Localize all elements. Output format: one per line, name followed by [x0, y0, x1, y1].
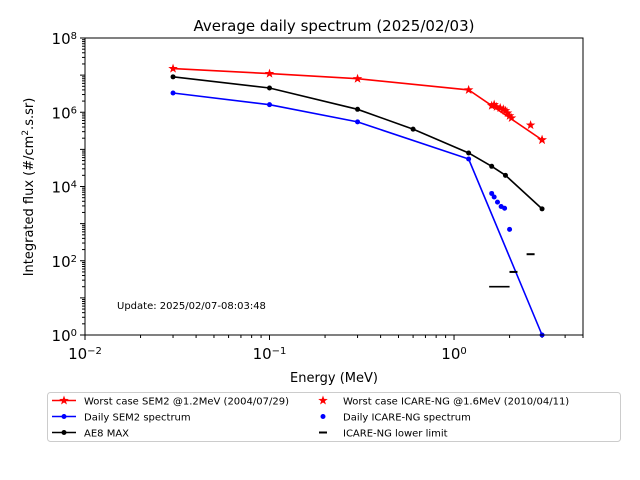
legend-marker — [318, 395, 328, 405]
y-axis-label-rest: .s.sr) — [22, 98, 37, 130]
data-point — [500, 105, 511, 115]
series-1 — [170, 90, 545, 338]
data-point — [502, 172, 508, 178]
y-tick-label-base: 10 — [52, 253, 71, 271]
legend-entry: AE8 MAX — [52, 429, 129, 440]
data-point — [489, 99, 499, 109]
chart-title: Average daily spectrum (2025/02/03) — [194, 17, 475, 35]
x-tick-label-exp: 0 — [460, 346, 466, 357]
x-axis-label: Energy (MeV) — [290, 371, 378, 386]
data-point — [502, 108, 513, 118]
x-tick-label-exp: −2 — [87, 346, 102, 357]
data-point — [355, 106, 361, 112]
data-point — [507, 226, 513, 232]
update-annotation: Update: 2025/02/07-08:03:48 — [117, 301, 266, 312]
x-tick-label: 10−1 — [253, 345, 287, 363]
legend-marker — [61, 414, 67, 419]
data-point — [498, 104, 509, 114]
legend-entry: Worst case SEM2 @1.2MeV (2004/07/29) — [52, 395, 289, 408]
data-point — [537, 134, 547, 144]
legend-marker — [61, 430, 67, 435]
plot-area — [168, 63, 547, 338]
series-4 — [489, 190, 513, 232]
x-tick-label-base: 10 — [253, 345, 272, 363]
series-2 — [170, 74, 545, 212]
data-point — [491, 101, 502, 111]
data-point — [410, 126, 416, 132]
legend-label: Worst case SEM2 @1.2MeV (2004/07/29) — [84, 397, 289, 408]
series-0 — [168, 63, 547, 144]
data-point — [267, 102, 273, 108]
legend-label: Worst case ICARE-NG @1.6MeV (2010/04/11) — [343, 397, 569, 408]
data-point — [170, 74, 176, 80]
y-tick-label-exp: 8 — [71, 31, 77, 42]
y-tick-label: 104 — [52, 179, 77, 197]
y-tick-label-base: 10 — [52, 179, 71, 197]
data-point — [489, 190, 495, 196]
data-point — [525, 120, 536, 130]
legend-label: Daily SEM2 spectrum — [84, 413, 191, 424]
y-tick-label: 102 — [52, 253, 77, 271]
data-point — [170, 90, 176, 96]
data-point — [352, 73, 363, 83]
series-line — [172, 76, 543, 210]
data-point — [168, 63, 178, 73]
data-point — [494, 199, 500, 205]
y-tick-label-exp: 2 — [71, 253, 77, 264]
y-tick-label-exp: 6 — [71, 105, 77, 116]
data-point — [491, 194, 497, 200]
data-point — [486, 100, 497, 110]
x-tick-label: 10−2 — [68, 345, 102, 363]
y-tick-label-exp: 0 — [71, 328, 77, 339]
data-point — [463, 84, 474, 94]
data-point — [489, 163, 495, 169]
y-tick-label: 108 — [52, 30, 77, 48]
y-tick-label: 106 — [52, 104, 77, 122]
data-point — [504, 110, 515, 120]
data-point — [466, 150, 472, 156]
y-tick-label-exp: 4 — [71, 179, 77, 190]
data-point — [502, 205, 508, 211]
legend-label: ICARE-NG lower limit — [343, 429, 448, 440]
data-point — [264, 68, 275, 78]
data-point — [267, 85, 273, 91]
y-axis-label-sup: 2 — [21, 130, 31, 136]
y-axis-label: Integrated flux (#/cm2.s.sr) — [21, 98, 37, 277]
series-line — [172, 92, 543, 336]
y-tick-label: 100 — [52, 327, 77, 345]
legend: Worst case SEM2 @1.2MeV (2004/07/29) Dail… — [47, 392, 621, 442]
legend-box — [47, 392, 621, 442]
data-point — [355, 119, 361, 125]
legend-label: Daily ICARE-NG spectrum — [343, 413, 471, 424]
y-tick-label-base: 10 — [52, 327, 71, 345]
data-point — [506, 113, 517, 123]
legend-label: AE8 MAX — [84, 429, 129, 440]
axes-frame — [84, 37, 584, 336]
y-tick-label-base: 10 — [52, 104, 71, 122]
series-3 — [486, 99, 547, 144]
data-point — [495, 103, 505, 113]
legend-entry: ICARE-NG lower limit — [319, 429, 448, 440]
x-tick-label-base: 10 — [68, 345, 87, 363]
data-point — [539, 206, 545, 212]
legend-marker — [320, 414, 326, 419]
legend-entry: Daily ICARE-NG spectrum — [320, 413, 471, 424]
legend-entry: Daily SEM2 spectrum — [52, 413, 191, 424]
legend-entry: Worst case ICARE-NG @1.6MeV (2010/04/11) — [318, 395, 569, 408]
x-tick-label-base: 10 — [441, 345, 460, 363]
x-tick-label: 100 — [441, 345, 466, 363]
legend-marker — [59, 395, 69, 405]
series-5 — [489, 253, 535, 288]
y-tick-label-base: 10 — [52, 30, 71, 48]
data-point — [466, 156, 472, 162]
x-tick-label-exp: −1 — [272, 346, 287, 357]
y-axis-label-base: Integrated flux (#/cm — [22, 136, 37, 277]
